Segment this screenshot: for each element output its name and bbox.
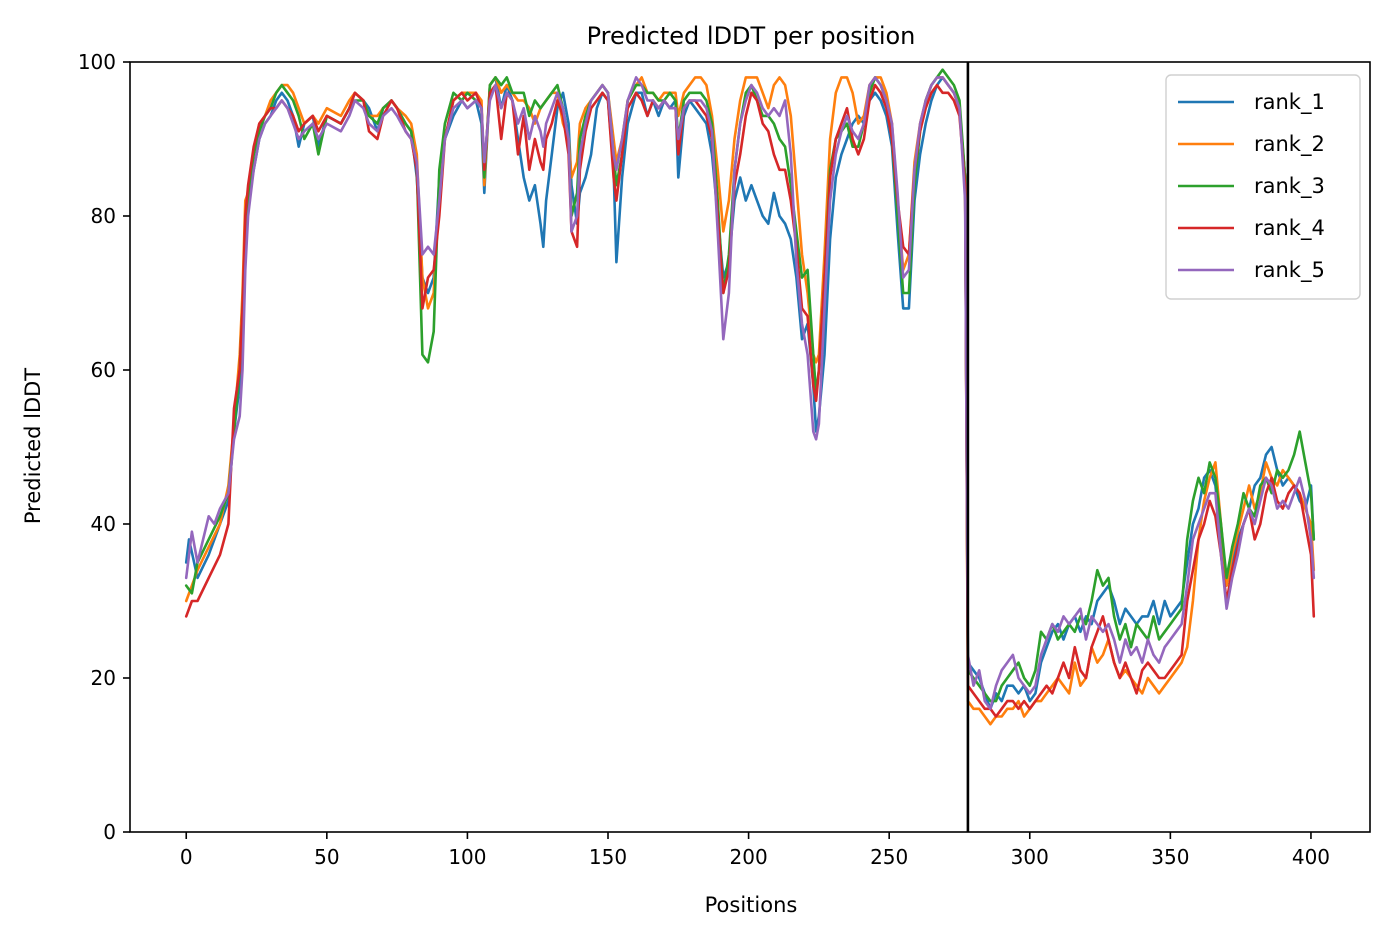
series-line-rank-5 [184,76,1316,711]
series-line-rank-3 [184,68,1316,703]
y-tick-label: 60 [91,358,116,382]
y-tick-label: 20 [91,666,116,690]
legend-label-rank-5: rank_5 [1254,258,1325,283]
y-tick-label: 100 [78,50,116,74]
y-tick-label: 80 [91,204,116,228]
legend-label-rank-2: rank_2 [1254,132,1325,157]
chart-title: Predicted lDDT per position [587,22,916,50]
series-line-rank-1 [184,76,1316,711]
legend: rank_1 rank_2 rank_3 rank_4 rank_5 [1165,74,1361,300]
y-tick-label: 40 [91,512,116,536]
y-tick-label: 0 [103,820,116,844]
legend-label-rank-3: rank_3 [1254,174,1325,199]
x-tick-label: 100 [448,845,486,869]
x-tick-label: 300 [1011,845,1049,869]
x-tick-label: 50 [314,845,339,869]
legend-label-rank-1: rank_1 [1254,90,1325,115]
x-tick-label: 150 [589,845,627,869]
x-tick-label: 200 [730,845,768,869]
legend-label-rank-4: rank_4 [1254,216,1325,241]
x-axis-label: Positions [705,893,798,917]
plot-frame [129,61,1371,833]
axes: 0 50 100 150 200 250 300 350 400 0 20 40 60 80 100 [78,50,1371,869]
x-tick-label: 350 [1151,845,1189,869]
plot-area [184,68,1316,726]
x-tick-label: 400 [1292,845,1330,869]
legend-box [1165,74,1361,300]
x-tick-label: 250 [870,845,908,869]
y-axis-label: Predicted lDDT [21,368,45,524]
series-line-rank-2 [184,76,1316,726]
series-line-rank-4 [184,83,1316,718]
x-tick-label: 0 [180,845,193,869]
